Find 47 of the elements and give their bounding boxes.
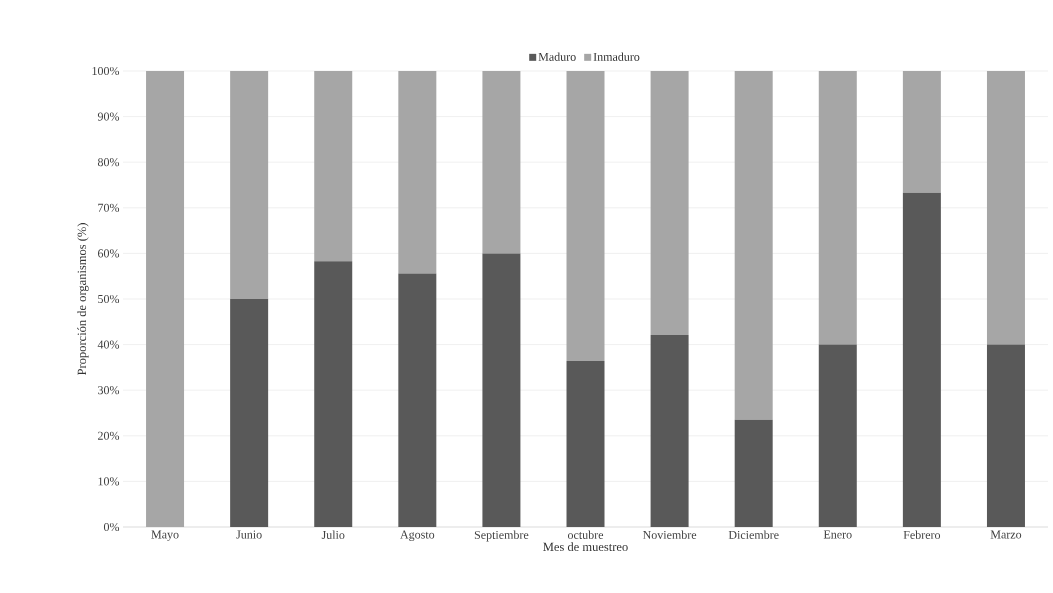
- y-tick-label: 20%: [98, 431, 120, 440]
- bar: [566, 71, 605, 362]
- bar: [986, 71, 1025, 345]
- bar: [482, 253, 521, 527]
- legend-label: Inmaduro: [593, 52, 640, 61]
- bar: [230, 71, 269, 299]
- x-tick-label: Enero: [823, 530, 852, 539]
- y-axis-title: Proporción de organismos (%): [77, 223, 89, 376]
- bar: [314, 261, 353, 527]
- bar: [818, 344, 857, 527]
- y-tick-label: 50%: [98, 294, 120, 304]
- x-tick-label: Mayo: [151, 530, 179, 541]
- bar: [398, 273, 437, 527]
- bar: [902, 192, 941, 527]
- bar: [734, 419, 773, 527]
- legend-label: Maduro: [538, 52, 576, 61]
- x-tick-label: Julio: [321, 530, 345, 539]
- y-tick-label: 70%: [98, 203, 120, 212]
- bar: [734, 71, 773, 420]
- bar: [230, 299, 269, 527]
- bar: [986, 344, 1025, 527]
- y-tick-label: 90%: [97, 112, 120, 121]
- x-axis-title: Mes de muestreo: [543, 542, 628, 552]
- bar: [650, 71, 689, 336]
- x-tick-label: Marzo: [990, 530, 1022, 539]
- x-tick-label: Agosto: [400, 530, 435, 542]
- bar: [482, 71, 521, 254]
- x-tick-label: octubre: [567, 530, 604, 539]
- bar: [818, 71, 857, 345]
- bar: [650, 335, 689, 527]
- x-tick-label: Junio: [236, 530, 262, 539]
- bar: [902, 71, 941, 193]
- y-tick-label: 80%: [97, 158, 120, 167]
- y-tick-label: 100%: [92, 66, 120, 76]
- bar: [398, 71, 437, 274]
- x-tick-label: Diciembre: [728, 530, 779, 539]
- bar: [146, 71, 185, 527]
- x-tick-label: Febrero: [903, 530, 941, 539]
- x-tick-label: Noviembre: [642, 530, 697, 539]
- bar: [314, 71, 353, 262]
- y-tick-label: 30%: [98, 386, 120, 395]
- y-tick-label: 10%: [98, 477, 120, 486]
- x-tick-label: Septiembre: [474, 530, 529, 542]
- y-tick-label: 0%: [103, 522, 120, 532]
- bar: [566, 361, 605, 527]
- y-tick-label: 40%: [97, 340, 120, 349]
- y-tick-label: 60%: [98, 249, 120, 258]
